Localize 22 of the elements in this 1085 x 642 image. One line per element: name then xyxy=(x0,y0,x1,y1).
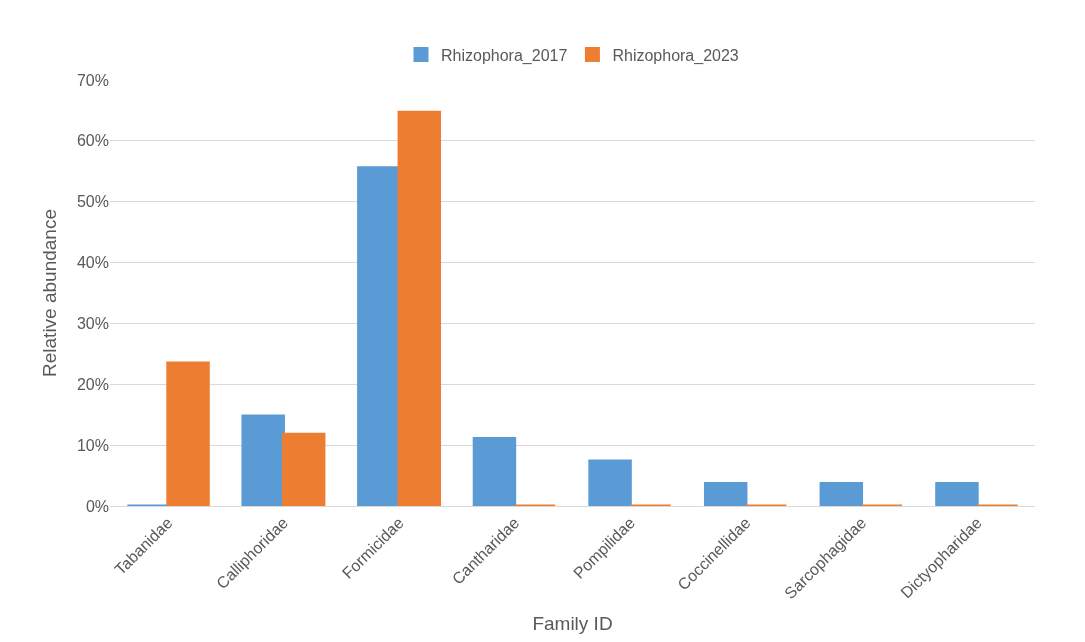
y-tick-label: 60% xyxy=(76,132,109,150)
bar xyxy=(472,436,517,506)
legend-label: Rhizophora_2023 xyxy=(612,46,739,65)
bar xyxy=(281,432,326,506)
y-axis-title: Relative abundance xyxy=(38,209,60,377)
bar xyxy=(397,110,442,506)
bar xyxy=(357,166,401,506)
x-axis-title: Family ID xyxy=(532,612,613,634)
y-tick-label: 70% xyxy=(76,71,109,89)
bar xyxy=(819,481,864,506)
bar xyxy=(241,414,285,506)
y-tick-label: 40% xyxy=(76,254,109,272)
bar xyxy=(588,459,632,506)
bar xyxy=(935,481,979,506)
y-tick-label: 30% xyxy=(76,315,109,333)
y-tick-label: 10% xyxy=(76,436,109,454)
y-tick-label: 20% xyxy=(76,375,109,393)
bar xyxy=(703,481,748,506)
y-tick-label: 0% xyxy=(85,497,109,515)
legend-label: Rhizophora_2017 xyxy=(441,46,568,65)
bar xyxy=(166,361,210,506)
y-tick-label: 50% xyxy=(76,193,109,211)
